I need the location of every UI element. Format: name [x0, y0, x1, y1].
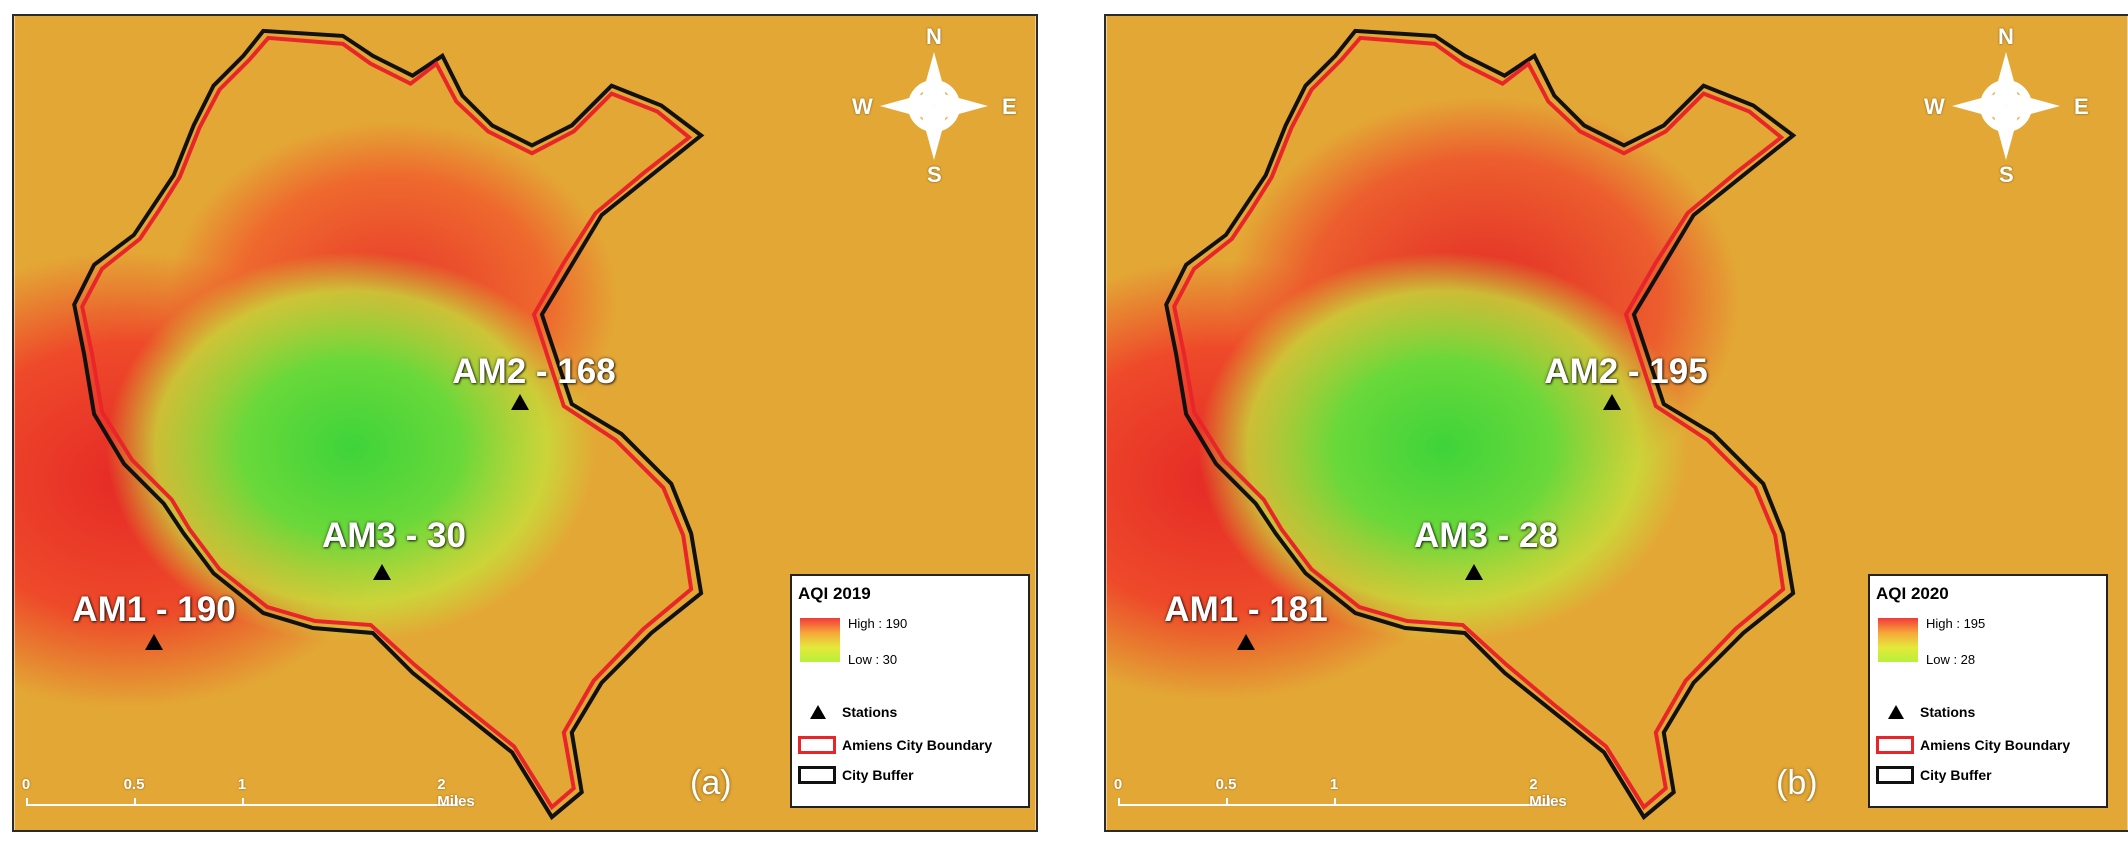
scale-label-05: 0.5 — [123, 776, 145, 793]
scale-label-0: 0 — [21, 776, 31, 793]
city-boundary-line — [1172, 35, 1786, 811]
station-am1-marker — [1237, 634, 1255, 650]
legend: AQI 2020 High : 195 Low : 28 Stations Am… — [1868, 574, 2108, 808]
buffer-swatch-icon — [798, 766, 836, 784]
scale-bar: 0 0.5 1 2 Miles — [1114, 776, 1567, 816]
compass-s: S — [927, 162, 942, 187]
station-label-am3: AM3 - 28 — [1414, 516, 1558, 555]
legend-stations: Stations — [798, 704, 897, 720]
scale-bar: 0 0.5 1 2 Miles — [22, 776, 475, 816]
compass-e: E — [1002, 94, 1017, 119]
boundary-swatch-icon — [798, 736, 836, 754]
legend-color-ramp — [800, 618, 840, 662]
map-panel-a: AM1 - 190 AM2 - 168 AM3 - 30 N S W E 0 0… — [12, 14, 1038, 832]
legend-buffer: City Buffer — [1876, 766, 1992, 784]
north-arrow-compass: N S W E — [852, 24, 1017, 187]
panel-label: (a) — [690, 764, 732, 802]
legend-boundary: Amiens City Boundary — [798, 736, 992, 754]
station-label-am1: AM1 - 190 — [72, 590, 236, 629]
north-arrow-compass: N S W E — [1924, 24, 2089, 187]
station-label-am2: AM2 - 168 — [452, 352, 616, 391]
scale-label-0: 0 — [1113, 776, 1123, 793]
scale-label-1: 1 — [1329, 776, 1339, 793]
boundary-swatch-icon — [1876, 736, 1914, 754]
scale-label-05: 0.5 — [1215, 776, 1237, 793]
legend-high: High : 195 — [1926, 616, 1986, 631]
station-am1-marker — [145, 634, 163, 650]
compass-n: N — [926, 24, 942, 49]
station-triangle-icon — [810, 705, 826, 719]
buffer-swatch-icon — [1876, 766, 1914, 784]
legend-buffer: City Buffer — [798, 766, 914, 784]
legend-color-ramp — [1878, 618, 1918, 662]
station-am2-marker — [511, 394, 529, 410]
compass-s: S — [1999, 162, 2014, 187]
city-boundary-line — [80, 35, 694, 811]
aqi-heatmap-a — [14, 16, 1036, 830]
compass-w: W — [1924, 94, 1945, 119]
panel-label: (b) — [1776, 764, 1818, 802]
station-label-am3: AM3 - 30 — [322, 516, 466, 555]
legend-high: High : 190 — [848, 616, 908, 631]
station-label-am2: AM2 - 195 — [1544, 352, 1708, 391]
legend: AQI 2019 High : 190 Low : 30 Stations Am… — [790, 574, 1030, 808]
station-am2-marker — [1603, 394, 1621, 410]
legend-boundary: Amiens City Boundary — [1876, 736, 2070, 754]
map-panel-b: AM1 - 181 AM2 - 195 AM3 - 28 N S W E 0 0… — [1104, 14, 2128, 832]
scale-label-2: 2 Miles — [1529, 776, 1567, 810]
station-triangle-icon — [1888, 705, 1904, 719]
station-am3-marker — [1465, 564, 1483, 580]
legend-title: AQI 2019 — [798, 584, 871, 603]
city-buffer-line — [1164, 28, 1797, 821]
legend-stations: Stations — [1876, 704, 1975, 720]
legend-low: Low : 28 — [1926, 652, 1976, 667]
compass-w: W — [852, 94, 873, 119]
scale-label-1: 1 — [237, 776, 247, 793]
scale-label-2: 2 Miles — [437, 776, 475, 810]
compass-e: E — [2074, 94, 2089, 119]
legend-title: AQI 2020 — [1876, 584, 1949, 603]
station-label-am1: AM1 - 181 — [1164, 590, 1328, 629]
station-am3-marker — [373, 564, 391, 580]
legend-low: Low : 30 — [848, 652, 898, 667]
compass-n: N — [1998, 24, 2014, 49]
city-buffer-line — [72, 28, 705, 821]
